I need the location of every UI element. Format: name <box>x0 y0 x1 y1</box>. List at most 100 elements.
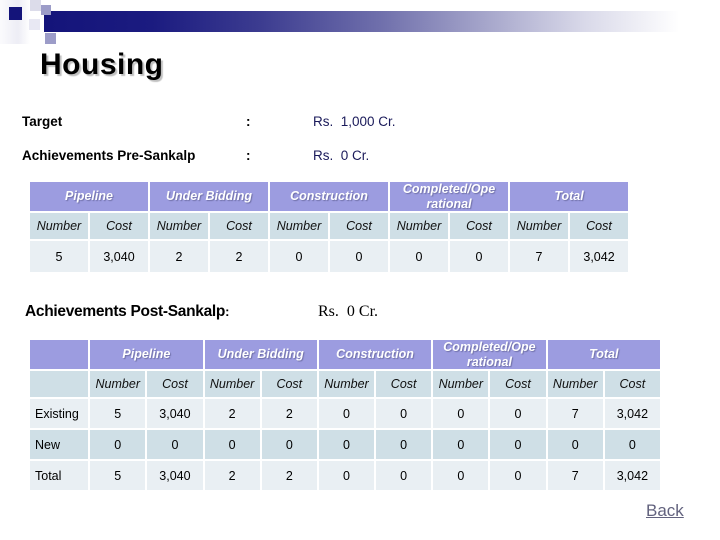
cell-value: 3,042 <box>604 399 660 428</box>
cell-value: 2 <box>204 399 260 428</box>
cell-value: 0 <box>318 430 375 459</box>
post-sankalp-colon: : <box>225 304 230 319</box>
cell-value: 0 <box>490 399 546 428</box>
cell-value: 5 <box>90 399 146 428</box>
cell-value: 0 <box>376 461 432 490</box>
cell-value: 0 <box>376 399 432 428</box>
cell-value: 3,042 <box>570 241 629 272</box>
subheader-number: Number <box>90 371 146 397</box>
target-row: Target : Rs. 1,000 Cr. <box>0 114 720 134</box>
cell-value: 0 <box>376 430 432 459</box>
deco-square-lavender-top <box>41 5 51 15</box>
deco-square-light-top <box>30 0 41 11</box>
post-sankalp-table: Pipeline Under Bidding Construction Comp… <box>28 338 662 492</box>
subheader-cost: Cost <box>90 213 148 239</box>
cell-value: 0 <box>90 430 146 459</box>
group-header-total: Total <box>510 182 629 211</box>
deco-square-pale <box>29 19 40 30</box>
subheader-cost: Cost <box>376 371 432 397</box>
cell-value: 5 <box>90 461 146 490</box>
group-header-completed: Completed/Ope rational <box>390 182 509 211</box>
corner-cell <box>30 340 89 369</box>
subheader-number: Number <box>390 213 449 239</box>
cell-value: 0 <box>318 399 375 428</box>
target-label: Target <box>22 114 63 129</box>
row-label: Existing <box>30 399 89 428</box>
table-row-new: New 0 0 0 0 0 0 0 0 0 0 <box>30 430 660 459</box>
table-subheader-row: Number Cost Number Cost Number Cost Numb… <box>30 213 629 239</box>
group-header-under-bidding: Under Bidding <box>204 340 317 369</box>
post-sankalp-heading: Achievements Post-Sankalp: <box>25 303 229 321</box>
deco-square-navy <box>9 7 22 20</box>
subheader-cost: Cost <box>490 371 546 397</box>
cell-value: 3,042 <box>604 461 660 490</box>
page-title: Housing <box>40 48 164 81</box>
pre-sankalp-label: Achievements Pre-Sankalp <box>22 148 196 163</box>
cell-value: 2 <box>150 241 208 272</box>
pre-sankalp-table: Pipeline Under Bidding Construction Comp… <box>28 180 630 274</box>
row-label: New <box>30 430 89 459</box>
row-label: Total <box>30 461 89 490</box>
group-header-pipeline: Pipeline <box>30 182 148 211</box>
table-row-existing: Existing 5 3,040 2 2 0 0 0 0 7 3,042 <box>30 399 660 428</box>
group-header-total: Total <box>547 340 660 369</box>
subheader-number: Number <box>318 371 375 397</box>
subheader-cost: Cost <box>604 371 660 397</box>
table-header-row: Pipeline Under Bidding Construction Comp… <box>30 340 660 369</box>
deco-gradient-bar <box>44 11 720 32</box>
subheader-number: Number <box>270 213 329 239</box>
cell-value: 0 <box>330 241 389 272</box>
cell-value: 0 <box>270 241 329 272</box>
table-subheader-row: Number Cost Number Cost Number Cost Numb… <box>30 371 660 397</box>
cell-value: 2 <box>210 241 269 272</box>
subheader-cost: Cost <box>210 213 269 239</box>
table-row: 5 3,040 2 2 0 0 0 0 7 3,042 <box>30 241 629 272</box>
subheader-number: Number <box>150 213 208 239</box>
back-link[interactable]: Back <box>646 501 684 520</box>
subheader-number: Number <box>510 213 569 239</box>
cell-value: 0 <box>261 430 317 459</box>
subheader-cost: Cost <box>570 213 629 239</box>
pre-sankalp-colon: : <box>246 148 251 163</box>
group-header-pipeline: Pipeline <box>90 340 203 369</box>
target-value: Rs. 1,000 Cr. <box>313 114 396 129</box>
cell-value: 0 <box>318 461 375 490</box>
subheader-number: Number <box>547 371 603 397</box>
cell-value: 3,040 <box>90 241 148 272</box>
cell-value: 2 <box>261 461 317 490</box>
subheader-cost: Cost <box>450 213 509 239</box>
post-sankalp-value: Rs. 0 Cr. <box>318 303 379 320</box>
pre-sankalp-row: Achievements Pre-Sankalp : Rs. 0 Cr. <box>0 148 720 168</box>
cell-value: 7 <box>547 461 603 490</box>
cell-value: 0 <box>204 430 260 459</box>
corner-cell <box>30 371 89 397</box>
cell-value: 0 <box>390 241 449 272</box>
table-header-row: Pipeline Under Bidding Construction Comp… <box>30 182 629 211</box>
subheader-number: Number <box>433 371 489 397</box>
cell-value: 3,040 <box>147 461 203 490</box>
cell-value: 0 <box>490 461 546 490</box>
post-sankalp-label: Achievements Post-Sankalp <box>25 303 226 320</box>
table-row-total: Total 5 3,040 2 2 0 0 0 0 7 3,042 <box>30 461 660 490</box>
subheader-cost: Cost <box>261 371 317 397</box>
cell-value: 0 <box>147 430 203 459</box>
cell-value: 0 <box>490 430 546 459</box>
group-header-construction: Construction <box>318 340 432 369</box>
cell-value: 3,040 <box>147 399 203 428</box>
subheader-cost: Cost <box>330 213 389 239</box>
subheader-number: Number <box>30 213 88 239</box>
cell-value: 2 <box>261 399 317 428</box>
cell-value: 7 <box>510 241 569 272</box>
deco-square-lavender-bottom <box>45 33 56 44</box>
group-header-construction: Construction <box>270 182 389 211</box>
target-colon: : <box>246 114 251 129</box>
cell-value: 0 <box>433 461 489 490</box>
cell-value: 2 <box>204 461 260 490</box>
subheader-cost: Cost <box>147 371 203 397</box>
cell-value: 0 <box>450 241 509 272</box>
group-header-under-bidding: Under Bidding <box>150 182 269 211</box>
cell-value: 5 <box>30 241 88 272</box>
cell-value: 0 <box>604 430 660 459</box>
cell-value: 0 <box>547 430 603 459</box>
cell-value: 0 <box>433 430 489 459</box>
